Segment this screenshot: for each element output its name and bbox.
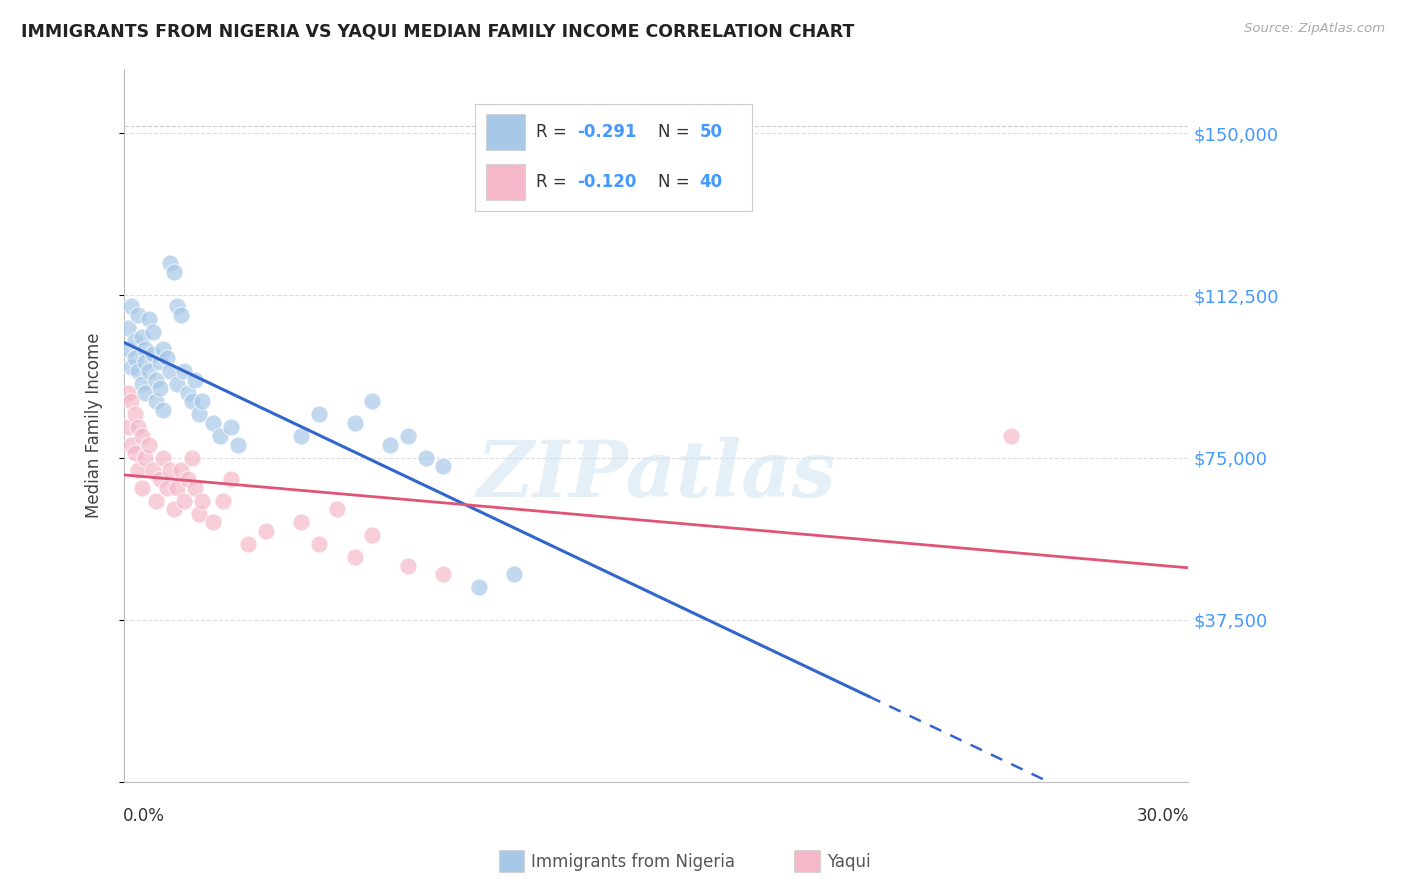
Text: 0.0%: 0.0% xyxy=(124,807,165,825)
Point xyxy=(124,351,146,365)
Point xyxy=(134,355,156,369)
Point xyxy=(159,463,181,477)
Point xyxy=(308,407,330,421)
Text: IMMIGRANTS FROM NIGERIA VS YAQUI MEDIAN FAMILY INCOME CORRELATION CHART: IMMIGRANTS FROM NIGERIA VS YAQUI MEDIAN … xyxy=(21,22,855,40)
Point xyxy=(127,420,149,434)
Point xyxy=(1000,429,1022,443)
Point xyxy=(163,265,186,279)
Point xyxy=(117,343,139,357)
Point xyxy=(254,524,277,538)
Point xyxy=(177,385,200,400)
Text: ZIPatlas: ZIPatlas xyxy=(477,437,835,513)
Point xyxy=(117,420,139,434)
Point xyxy=(378,437,401,451)
Point xyxy=(191,493,214,508)
Point xyxy=(152,450,174,465)
Point xyxy=(166,481,188,495)
Point xyxy=(201,516,224,530)
Point xyxy=(212,493,235,508)
Point xyxy=(120,437,142,451)
Point xyxy=(138,437,160,451)
Point xyxy=(124,407,146,421)
Point xyxy=(226,437,249,451)
Point xyxy=(290,516,312,530)
Point xyxy=(180,450,202,465)
Point xyxy=(343,549,366,564)
Point xyxy=(166,377,188,392)
Point xyxy=(180,394,202,409)
Point xyxy=(159,364,181,378)
Point xyxy=(138,364,160,378)
Point xyxy=(145,394,167,409)
Point xyxy=(134,385,156,400)
Point xyxy=(131,329,153,343)
Point xyxy=(343,416,366,430)
Point xyxy=(361,528,384,542)
Point xyxy=(134,450,156,465)
Point xyxy=(117,385,139,400)
Point xyxy=(134,343,156,357)
Point xyxy=(156,481,179,495)
Text: Yaqui: Yaqui xyxy=(827,853,870,871)
Point xyxy=(141,325,163,339)
Point xyxy=(149,355,172,369)
Point xyxy=(156,351,179,365)
Point xyxy=(127,364,149,378)
Point xyxy=(159,256,181,270)
Point xyxy=(219,420,242,434)
Point xyxy=(170,463,193,477)
Point xyxy=(173,493,195,508)
Point xyxy=(191,394,214,409)
Point xyxy=(219,472,242,486)
Point xyxy=(149,381,172,395)
Point xyxy=(131,377,153,392)
Point xyxy=(117,321,139,335)
Point xyxy=(173,364,195,378)
Point xyxy=(201,416,224,430)
Point xyxy=(120,394,142,409)
Point xyxy=(432,459,454,474)
Point xyxy=(170,308,193,322)
Point xyxy=(468,580,491,594)
Point xyxy=(145,493,167,508)
Point xyxy=(361,394,384,409)
Point xyxy=(308,537,330,551)
Point xyxy=(127,463,149,477)
Point xyxy=(141,463,163,477)
Text: 30.0%: 30.0% xyxy=(1136,807,1189,825)
Point xyxy=(208,429,231,443)
Text: Immigrants from Nigeria: Immigrants from Nigeria xyxy=(531,853,735,871)
Point xyxy=(124,446,146,460)
Point xyxy=(152,403,174,417)
Point xyxy=(124,334,146,348)
Y-axis label: Median Family Income: Median Family Income xyxy=(86,333,103,518)
Point xyxy=(131,429,153,443)
Point xyxy=(187,507,209,521)
Point xyxy=(184,373,207,387)
Point xyxy=(326,502,349,516)
Point xyxy=(131,481,153,495)
Point xyxy=(127,308,149,322)
Point xyxy=(396,429,419,443)
Point xyxy=(163,502,186,516)
Point xyxy=(166,299,188,313)
Point xyxy=(396,558,419,573)
Text: Source: ZipAtlas.com: Source: ZipAtlas.com xyxy=(1244,22,1385,36)
Point xyxy=(141,347,163,361)
Point xyxy=(177,472,200,486)
Point xyxy=(290,429,312,443)
Point xyxy=(432,567,454,582)
Point xyxy=(187,407,209,421)
Point xyxy=(138,312,160,326)
Point xyxy=(145,373,167,387)
Point xyxy=(120,299,142,313)
Point xyxy=(238,537,260,551)
Point xyxy=(149,472,172,486)
Point xyxy=(415,450,437,465)
Point xyxy=(120,359,142,374)
Point xyxy=(152,343,174,357)
Point xyxy=(503,567,526,582)
Point xyxy=(184,481,207,495)
